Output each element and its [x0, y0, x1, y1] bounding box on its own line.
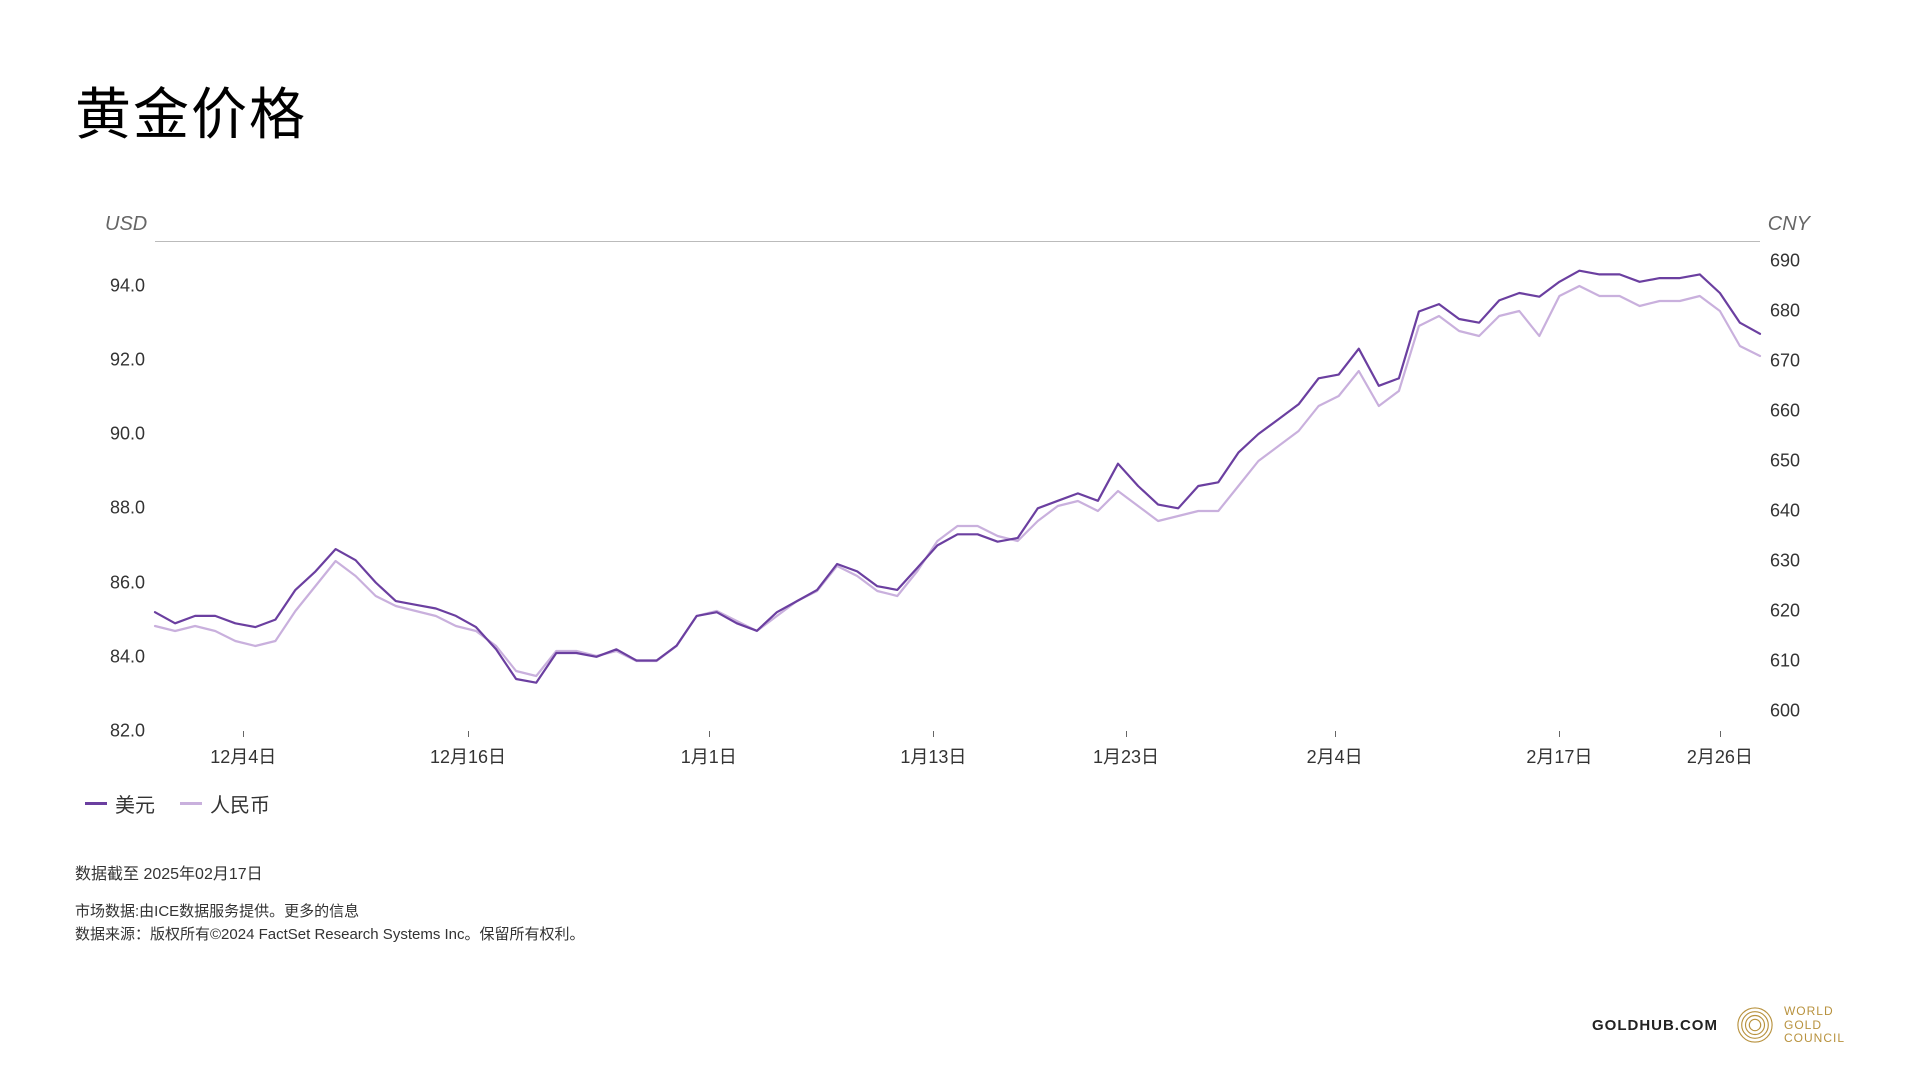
footnote-market: 市场数据:由ICE数据服务提供。更多的信息 — [75, 901, 1845, 924]
y-right-tick: 600 — [1770, 701, 1800, 722]
y-left-tick: 84.0 — [110, 646, 145, 667]
y-left-tick: 92.0 — [110, 349, 145, 370]
y-left-tick: 86.0 — [110, 572, 145, 593]
x-tick-label: 2月4日 — [1307, 743, 1363, 769]
x-tick-label: 1月13日 — [900, 743, 966, 769]
y-right-tick: 670 — [1770, 351, 1800, 372]
x-tick-mark — [1720, 731, 1721, 737]
y-right-tick: 660 — [1770, 401, 1800, 422]
x-tick-label: 1月23日 — [1093, 743, 1159, 769]
wgc-rings-icon — [1736, 1006, 1774, 1044]
footnote-source: 数据来源：版权所有©2024 FactSet Research Systems … — [75, 924, 1845, 947]
plot-area: 82.084.086.088.090.092.094.0600610620630… — [155, 241, 1760, 731]
x-tick-label: 1月1日 — [681, 743, 737, 769]
footnotes: 数据截至 2025年02月17日 市场数据:由ICE数据服务提供。更多的信息 数… — [75, 863, 1845, 946]
legend-label-cny: 人民币 — [210, 789, 270, 818]
right-axis-label: CNY — [1768, 213, 1810, 236]
y-left-tick: 90.0 — [110, 424, 145, 445]
x-tick-mark — [1335, 731, 1336, 737]
series-美元 — [155, 271, 1760, 683]
y-right-tick: 690 — [1770, 251, 1800, 272]
x-tick-mark — [243, 731, 244, 737]
chart-legend: 美元 人民币 — [85, 789, 1845, 818]
y-right-tick: 650 — [1770, 451, 1800, 472]
x-tick-mark — [933, 731, 934, 737]
x-tick-mark — [1126, 731, 1127, 737]
left-axis-label: USD — [105, 213, 147, 236]
legend-item-cny: 人民币 — [180, 789, 270, 818]
x-tick-mark — [709, 731, 710, 737]
y-right-tick: 680 — [1770, 301, 1800, 322]
series-人民币 — [155, 286, 1760, 676]
y-left-tick: 88.0 — [110, 498, 145, 519]
y-left-tick: 82.0 — [110, 721, 145, 742]
footnote-asof: 数据截至 2025年02月17日 — [75, 863, 1845, 887]
legend-item-usd: 美元 — [85, 789, 155, 818]
x-tick-label: 2月26日 — [1687, 743, 1753, 769]
y-right-tick: 630 — [1770, 551, 1800, 572]
legend-swatch-usd — [85, 802, 107, 805]
y-right-tick: 620 — [1770, 601, 1800, 622]
y-right-tick: 610 — [1770, 651, 1800, 672]
wgc-logo: WORLD GOLD COUNCIL — [1736, 1005, 1845, 1045]
page-title: 黄金价格 — [75, 70, 1845, 151]
y-right-tick: 640 — [1770, 501, 1800, 522]
legend-label-usd: 美元 — [115, 789, 155, 818]
x-tick-label: 12月16日 — [430, 743, 506, 769]
goldhub-link[interactable]: GOLDHUB.COM — [1592, 1017, 1718, 1034]
y-left-tick: 94.0 — [110, 275, 145, 296]
x-tick-mark — [468, 731, 469, 737]
footer-bar: GOLDHUB.COM WORLD GOLD COUNCIL — [75, 1005, 1845, 1045]
wgc-text: WORLD GOLD COUNCIL — [1784, 1005, 1845, 1045]
x-tick-label: 2月17日 — [1526, 743, 1592, 769]
gold-price-chart: USD CNY 82.084.086.088.090.092.094.06006… — [75, 241, 1845, 946]
legend-swatch-cny — [180, 802, 202, 805]
x-tick-mark — [1559, 731, 1560, 737]
chart-lines — [155, 241, 1760, 731]
x-tick-label: 12月4日 — [210, 743, 276, 769]
